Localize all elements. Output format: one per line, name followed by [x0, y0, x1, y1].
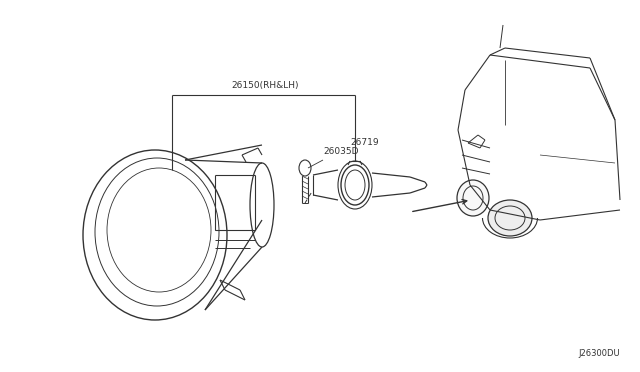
- Text: 26719: 26719: [350, 138, 379, 147]
- Ellipse shape: [250, 163, 274, 247]
- Text: 26035D: 26035D: [323, 147, 358, 156]
- Text: 26150(RH&LH): 26150(RH&LH): [231, 81, 299, 90]
- Ellipse shape: [488, 200, 532, 236]
- Ellipse shape: [457, 180, 489, 216]
- Text: J26300DU: J26300DU: [579, 349, 620, 358]
